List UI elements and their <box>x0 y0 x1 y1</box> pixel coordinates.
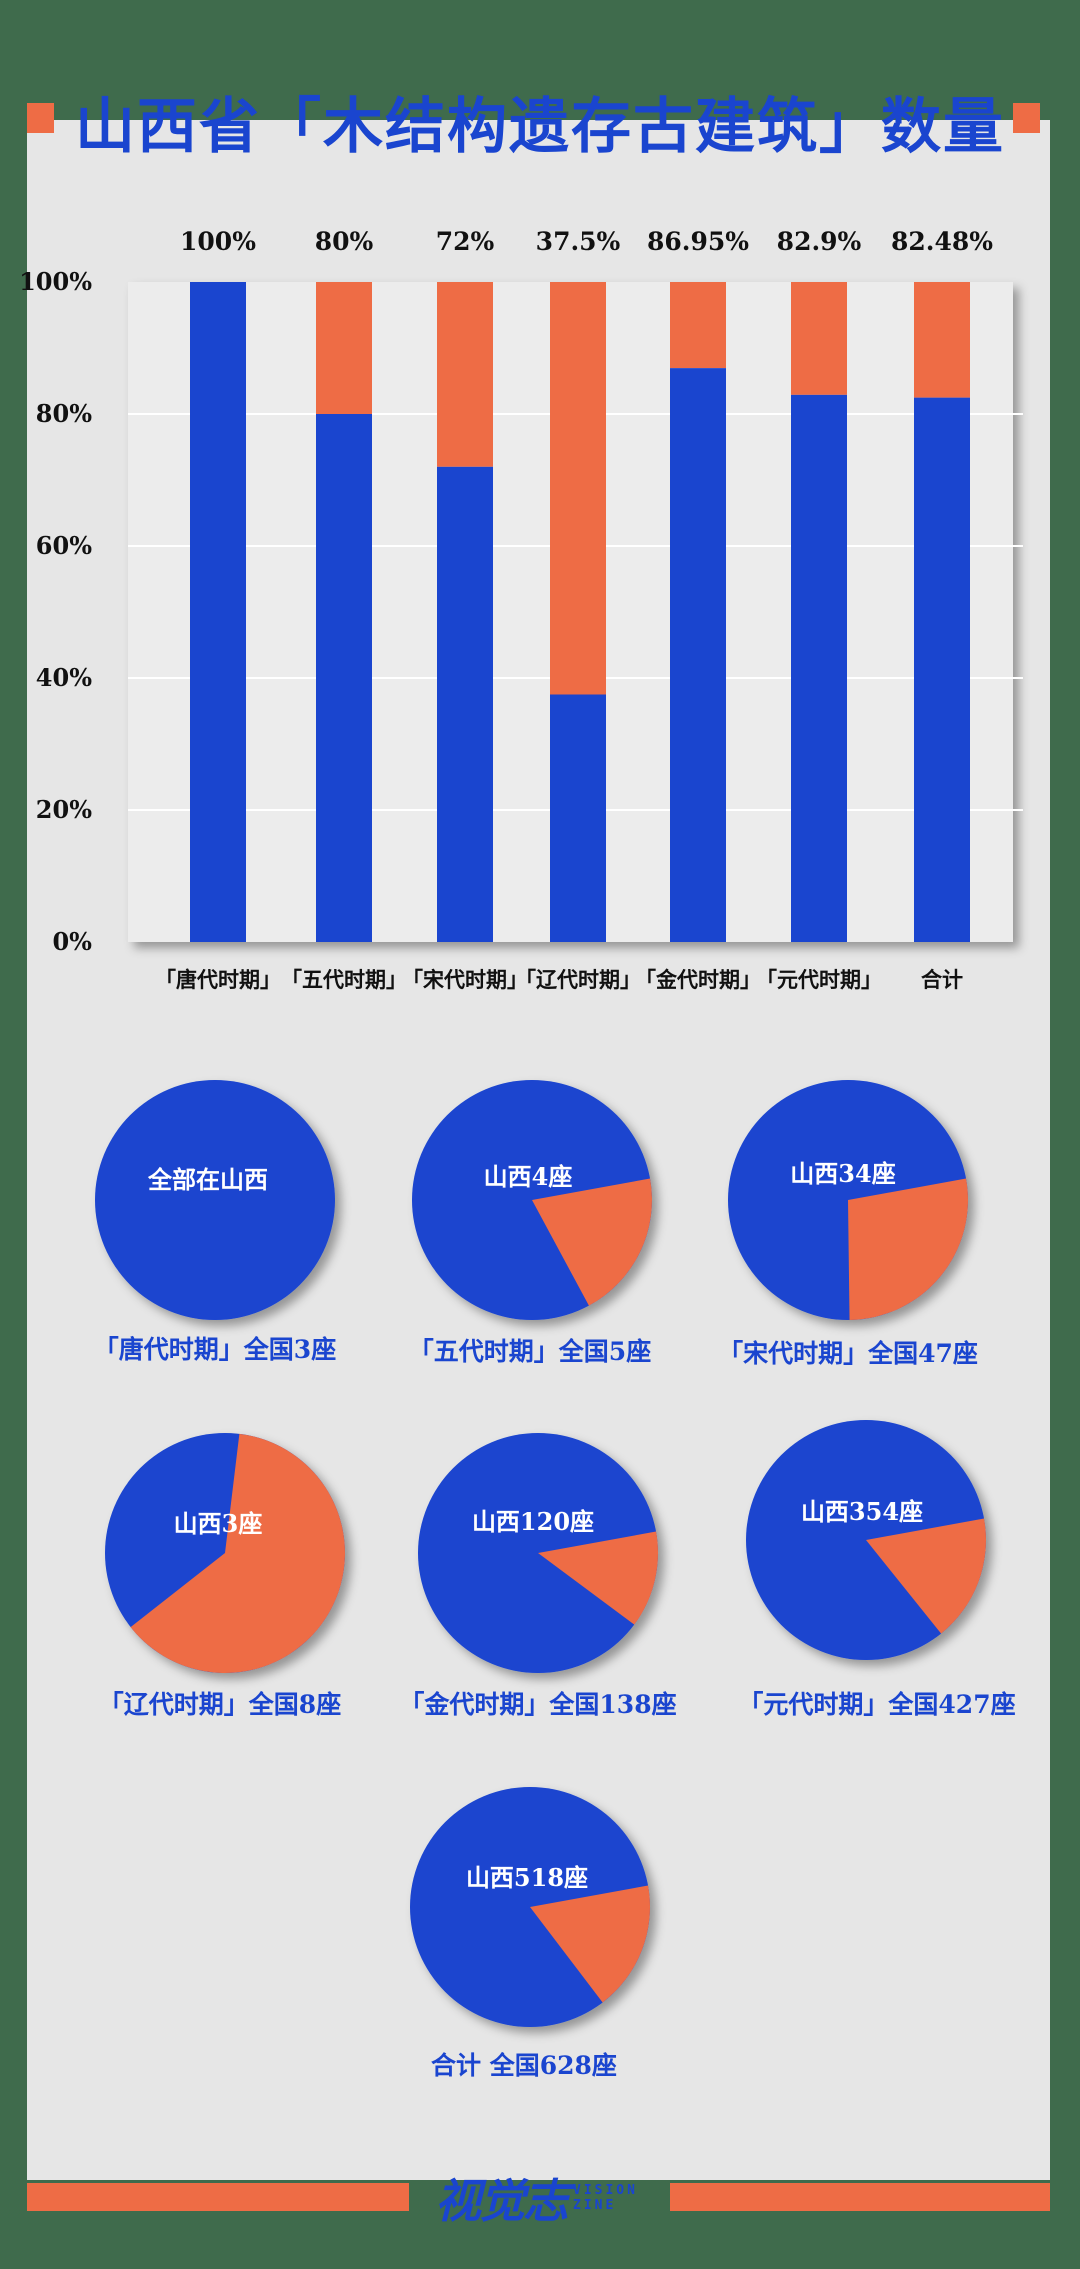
title-left-square <box>27 103 54 133</box>
pie-slice-other <box>130 1433 345 1673</box>
bar-segment-other <box>550 282 606 695</box>
footer-bar-right <box>670 2183 1050 2211</box>
bar-value-label: 86.95% <box>647 227 749 256</box>
brand-logo: 视觉志 VISION ZINE <box>435 2168 638 2228</box>
pie-chart <box>410 1787 650 2027</box>
bar-segment-shanxi <box>316 414 372 942</box>
y-tick-label: 0% <box>52 927 92 956</box>
category-label: 「元代时期」 <box>756 967 882 992</box>
category-label: 「唐代时期」 <box>155 967 281 992</box>
pie-slice-other <box>532 1178 652 1306</box>
bar-segment-other <box>316 282 372 414</box>
pie-chart <box>728 1080 968 1320</box>
pie-inner-label: 山西120座 <box>472 1507 594 1536</box>
bar-segment-other <box>670 282 726 369</box>
pie-inner-label: 全部在山西 <box>147 1165 268 1194</box>
bar-value-label: 82.9% <box>777 227 862 256</box>
pie-chart <box>746 1420 986 1660</box>
bar-segment-other <box>914 282 970 398</box>
pie-chart <box>95 1080 335 1320</box>
pie-caption: 「金代时期」全国138座 <box>399 1690 676 1719</box>
stacked-bar-chart: 0% 20% 40% 60% 80% 100% 100% 「唐代时期」 80% 「五代时期」 72%… <box>19 227 1023 992</box>
pie-charts: 全部在山西「唐代时期」全国3座 山西4座「五代时期」全国5座 山西34座「宋代时期」… <box>94 1080 1016 2080</box>
pie-caption: 合计 全国628座 <box>431 2051 617 2080</box>
y-tick-label: 20% <box>36 795 92 824</box>
footer-bar-left <box>27 2183 409 2211</box>
page-title: 山西省「木结构遗存古建筑」数量 <box>75 92 1005 162</box>
pie-inner-label: 山西4座 <box>484 1162 573 1191</box>
pie-chart <box>418 1433 658 1673</box>
pie-inner-label: 山西3座 <box>174 1509 263 1538</box>
bar-value-label: 80% <box>315 227 374 256</box>
bar-segment-shanxi <box>791 394 847 942</box>
pie-caption: 「辽代时期」全国8座 <box>99 1690 341 1719</box>
pie-slice-other <box>848 1178 968 1320</box>
pie-caption: 「宋代时期」全国47座 <box>718 1339 978 1368</box>
category-label: 「金代时期」 <box>635 967 761 992</box>
pie-slice-other <box>530 1885 650 2003</box>
category-label: 「辽代时期」 <box>515 967 641 992</box>
title-right-square <box>1013 103 1040 133</box>
pie-inner-label: 山西518座 <box>466 1863 588 1892</box>
bar-segment-shanxi <box>670 368 726 942</box>
pie-chart <box>412 1080 652 1320</box>
pie-caption: 「唐代时期」全国3座 <box>94 1335 336 1364</box>
brand-subtitle: VISION ZINE <box>573 2183 638 2213</box>
bar-value-label: 72% <box>436 227 495 256</box>
bar-segment-other <box>437 282 493 467</box>
y-tick-label: 60% <box>36 531 92 560</box>
bar-segment-shanxi <box>550 694 606 942</box>
bar-segment-shanxi <box>190 282 246 942</box>
pie-caption: 「五代时期」全国5座 <box>409 1337 651 1366</box>
pie-inner-label: 山西354座 <box>801 1497 923 1526</box>
bar-segment-shanxi <box>437 466 493 942</box>
brand-name: 视觉志 <box>435 2174 569 2228</box>
pie-slice-other <box>866 1518 986 1634</box>
category-label: 「宋代时期」 <box>402 967 528 992</box>
bar-value-label: 82.48% <box>891 227 993 256</box>
bar-segment-shanxi <box>914 397 970 943</box>
brand-sub-line-2: ZINE <box>573 2198 617 2213</box>
category-label: 合计 <box>921 967 963 992</box>
pie-slice-other <box>538 1531 658 1625</box>
bar-value-label: 37.5% <box>536 227 621 256</box>
bar-value-label: 100% <box>180 227 256 256</box>
pie-chart <box>105 1433 345 1673</box>
y-tick-label: 100% <box>19 267 92 296</box>
brand-sub-line-1: VISION <box>573 2183 638 2198</box>
pie-slice-shanxi <box>95 1080 335 1320</box>
pie-inner-label: 山西34座 <box>790 1159 895 1188</box>
pie-caption: 「元代时期」全国427座 <box>738 1690 1015 1719</box>
category-label: 「五代时期」 <box>281 967 407 992</box>
bar-segment-other <box>791 282 847 395</box>
y-tick-label: 40% <box>36 663 92 692</box>
y-tick-label: 80% <box>36 399 92 428</box>
